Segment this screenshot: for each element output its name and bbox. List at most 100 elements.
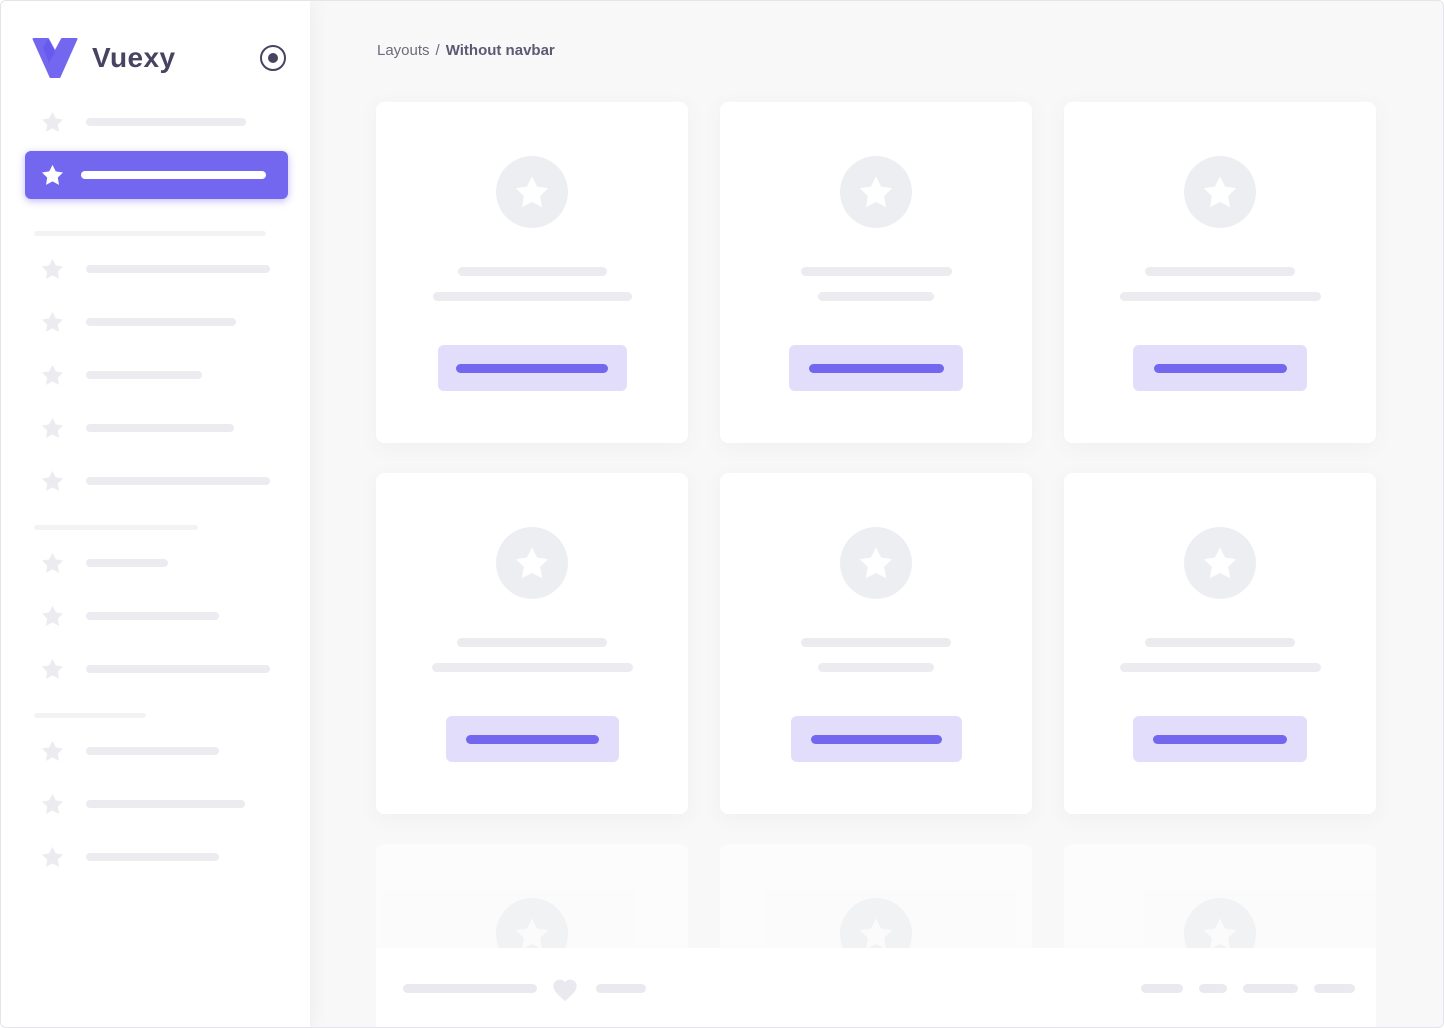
nav-item-skeleton-bar	[86, 318, 236, 326]
record-circle-icon[interactable]	[260, 45, 286, 71]
button-label-skeleton	[1153, 363, 1287, 373]
star-icon	[1203, 547, 1237, 579]
card	[1064, 473, 1376, 814]
sidebar: Vuexy	[1, 1, 310, 1027]
card-title-skeleton	[457, 638, 607, 647]
breadcrumb: Layouts / Without navbar	[377, 42, 555, 59]
sidebar-section	[1, 713, 310, 869]
vuexy-logo-icon[interactable]	[31, 38, 79, 78]
nav-item-skeleton-bar	[86, 747, 219, 755]
star-icon	[41, 311, 64, 333]
button-label-skeleton	[456, 363, 608, 373]
nav-item-skeleton-bar	[86, 118, 246, 126]
star-icon	[41, 470, 64, 492]
sidebar-nav-item[interactable]	[41, 469, 288, 493]
card-subtitle-skeleton	[431, 663, 633, 672]
footer-skeleton-bar	[596, 984, 646, 993]
star-icon	[41, 846, 64, 868]
card	[720, 102, 1032, 443]
sidebar-nav-item[interactable]	[41, 416, 288, 440]
button-label-skeleton	[808, 363, 944, 373]
sidebar-nav-item[interactable]	[41, 604, 288, 628]
footer-skeleton-bar	[1243, 984, 1298, 993]
avatar	[496, 527, 568, 599]
card	[376, 473, 688, 814]
star-icon	[515, 176, 549, 208]
star-icon	[1203, 176, 1237, 208]
sidebar-nav-item[interactable]	[41, 551, 288, 575]
avatar	[840, 156, 912, 228]
avatar	[840, 527, 912, 599]
star-icon	[41, 793, 64, 815]
card	[1064, 102, 1376, 443]
sidebar-nav-item[interactable]	[41, 845, 288, 869]
button-label-skeleton	[810, 734, 942, 744]
card-subtitle-skeleton	[1119, 292, 1321, 301]
card-subtitle-skeleton	[818, 663, 934, 672]
button-label-skeleton	[1153, 734, 1287, 744]
sidebar-nav-item[interactable]	[41, 310, 288, 334]
section-title-skeleton	[34, 713, 146, 718]
record-dot	[268, 53, 278, 63]
footer-skeleton-bar	[1314, 984, 1355, 993]
nav-item-skeleton-bar	[86, 800, 245, 808]
sidebar-nav-item[interactable]	[41, 792, 288, 816]
card-subtitle-skeleton	[818, 292, 934, 301]
sidebar-nav-item[interactable]	[41, 257, 288, 281]
cards-grid	[376, 102, 1376, 1027]
card-action-button[interactable]	[790, 716, 962, 762]
star-icon	[41, 164, 64, 186]
star-icon	[41, 111, 64, 133]
sidebar-section	[1, 525, 310, 681]
card-title-skeleton	[1145, 267, 1295, 276]
nav-item-skeleton-bar	[86, 424, 234, 432]
star-icon	[41, 740, 64, 762]
sidebar-nav-item[interactable]	[41, 110, 288, 134]
card-title-skeleton	[801, 638, 951, 647]
section-title-skeleton	[34, 525, 198, 530]
card-subtitle-skeleton	[1119, 663, 1321, 672]
card-action-button[interactable]	[1133, 345, 1307, 391]
avatar	[1184, 156, 1256, 228]
star-icon	[515, 547, 549, 579]
star-icon	[41, 258, 64, 280]
sidebar-nav-item[interactable]	[41, 657, 288, 681]
star-icon	[41, 605, 64, 627]
star-icon	[41, 658, 64, 680]
avatar	[1184, 527, 1256, 599]
sidebar-nav-item[interactable]	[41, 739, 288, 763]
nav-item-skeleton-bar	[86, 477, 270, 485]
sidebar-section	[1, 231, 310, 493]
star-icon	[41, 417, 64, 439]
card-action-button[interactable]	[437, 345, 627, 391]
avatar	[496, 156, 568, 228]
button-label-skeleton	[465, 734, 599, 744]
nav-item-skeleton-bar	[86, 612, 219, 620]
star-icon	[859, 547, 893, 579]
breadcrumb-current: Without navbar	[445, 42, 555, 59]
sidebar-nav-item[interactable]	[41, 363, 288, 387]
card-action-button[interactable]	[789, 345, 963, 391]
card-title-skeleton	[800, 267, 952, 276]
footer-skeleton-bar	[403, 984, 537, 993]
sidebar-nav-item-active[interactable]	[25, 151, 288, 199]
footer	[376, 948, 1376, 1027]
card-action-button[interactable]	[445, 716, 619, 762]
footer-skeleton-bar	[1199, 984, 1227, 993]
breadcrumb-parent[interactable]: Layouts	[377, 42, 430, 59]
nav-item-skeleton-bar	[86, 559, 168, 567]
star-icon	[859, 176, 893, 208]
footer-skeleton-bar	[1141, 984, 1183, 993]
star-icon	[41, 552, 64, 574]
card-action-button[interactable]	[1133, 716, 1307, 762]
nav-item-skeleton-bar	[86, 665, 270, 673]
section-title-skeleton	[34, 231, 266, 236]
nav-item-skeleton-bar	[86, 853, 219, 861]
card	[376, 102, 688, 443]
star-icon	[515, 918, 549, 950]
nav-item-skeleton-bar	[86, 265, 270, 273]
breadcrumb-separator: /	[435, 42, 440, 59]
star-icon	[1203, 918, 1237, 950]
main-content: Layouts / Without navbar	[310, 1, 1443, 1027]
